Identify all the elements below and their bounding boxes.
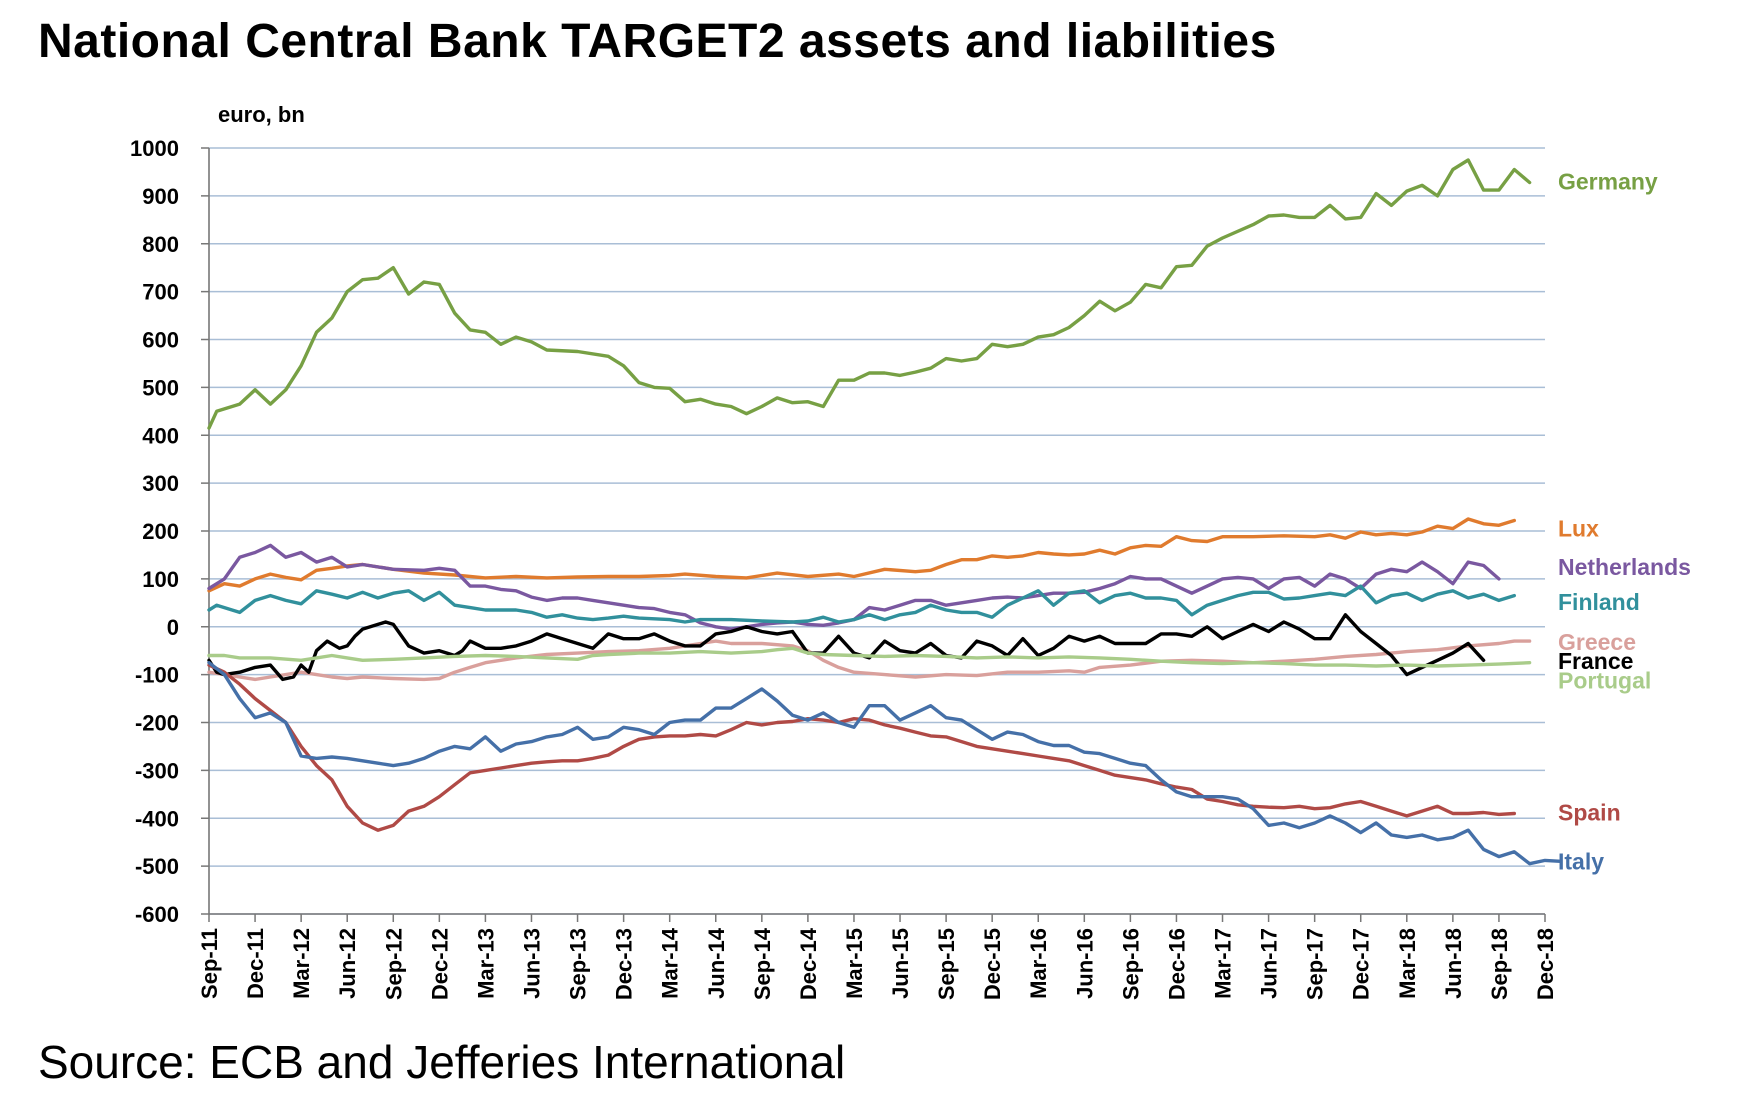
y-tick-label: 500 — [142, 375, 179, 400]
x-tick-label: Jun-15 — [888, 928, 913, 999]
y-axis-unit-label: euro, bn — [218, 102, 305, 127]
x-tick-label: Mar-13 — [473, 928, 498, 999]
source-note: Source: ECB and Jefferies International — [38, 1036, 846, 1088]
y-tick-label: -200 — [135, 711, 179, 736]
y-tick-label: -400 — [135, 806, 179, 831]
legend-label-italy: Italy — [1558, 848, 1604, 874]
x-tick-label: Jun-17 — [1257, 928, 1282, 999]
legend-label-germany: Germany — [1558, 169, 1658, 195]
y-tick-label: -300 — [135, 758, 179, 783]
series-line-netherlands — [207, 543, 1501, 631]
x-tick-label: Sep-15 — [934, 928, 959, 1000]
x-tick-label: Dec-16 — [1164, 928, 1189, 1000]
chart-title: National Central Bank TARGET2 assets and… — [38, 15, 1277, 68]
x-tick-label: Mar-15 — [842, 928, 867, 999]
x-tick-label: Sep-12 — [381, 928, 406, 1000]
x-tick-label: Dec-15 — [980, 928, 1005, 1000]
x-tick-label: Mar-18 — [1395, 928, 1420, 999]
legend-label-finland: Finland — [1558, 589, 1640, 615]
y-tick-label: 900 — [142, 184, 179, 209]
series-line-france — [207, 613, 1486, 682]
series-line-portugal — [207, 646, 1532, 668]
x-tick-label: Dec-18 — [1533, 928, 1558, 1000]
x-tick-label: Sep-13 — [566, 928, 591, 1000]
x-tick-label: Mar-12 — [289, 928, 314, 999]
x-tick-label: Dec-12 — [427, 928, 452, 1000]
x-tick-label: Mar-16 — [1026, 928, 1051, 999]
x-tick-label: Jun-14 — [704, 927, 729, 999]
series-line-finland — [207, 584, 1517, 624]
x-tick-label: Mar-14 — [658, 927, 683, 999]
x-tick-label: Sep-17 — [1303, 928, 1328, 1000]
x-tick-label: Sep-11 — [197, 928, 222, 999]
x-tick-label: Dec-11 — [243, 928, 268, 999]
y-tick-label: 600 — [142, 328, 179, 353]
x-tick-label: Sep-14 — [750, 927, 775, 1000]
y-tick-label: -100 — [135, 663, 179, 688]
legend-label-lux: Lux — [1558, 516, 1599, 542]
legend-label-greece: Greece — [1558, 629, 1636, 655]
y-tick-label: 300 — [142, 471, 179, 496]
y-tick-label: 100 — [142, 567, 179, 592]
legend-label-portugal: Portugal — [1558, 667, 1651, 693]
series-line-italy — [207, 661, 1563, 866]
y-tick-label: 700 — [142, 280, 179, 305]
x-tick-label: Dec-14 — [796, 927, 821, 1000]
x-tick-label: Jun-18 — [1441, 928, 1466, 999]
x-tick-label: Sep-16 — [1118, 928, 1143, 1000]
y-tick-label: 400 — [142, 423, 179, 448]
x-tick-label: Dec-13 — [612, 928, 637, 1000]
legend-label-netherlands: Netherlands — [1558, 554, 1691, 580]
x-tick-label: Dec-17 — [1349, 928, 1374, 1000]
x-tick-label: Jun-16 — [1072, 928, 1097, 999]
legend-label-spain: Spain — [1558, 800, 1621, 826]
y-tick-label: 1000 — [130, 136, 179, 161]
x-tick-label: Jun-13 — [519, 928, 544, 999]
legend-label-france: France — [1558, 648, 1633, 674]
series-line-germany — [207, 158, 1532, 430]
y-tick-label: 200 — [142, 519, 179, 544]
x-tick-label: Mar-17 — [1211, 928, 1236, 999]
y-tick-label: -500 — [135, 854, 179, 879]
x-tick-label: Sep-18 — [1487, 928, 1512, 1000]
y-tick-label: 0 — [167, 615, 179, 640]
y-tick-label: -600 — [135, 902, 179, 927]
series-line-lux — [207, 517, 1517, 593]
y-tick-label: 800 — [142, 232, 179, 257]
x-tick-label: Jun-12 — [335, 928, 360, 999]
series-line-spain — [207, 663, 1517, 832]
